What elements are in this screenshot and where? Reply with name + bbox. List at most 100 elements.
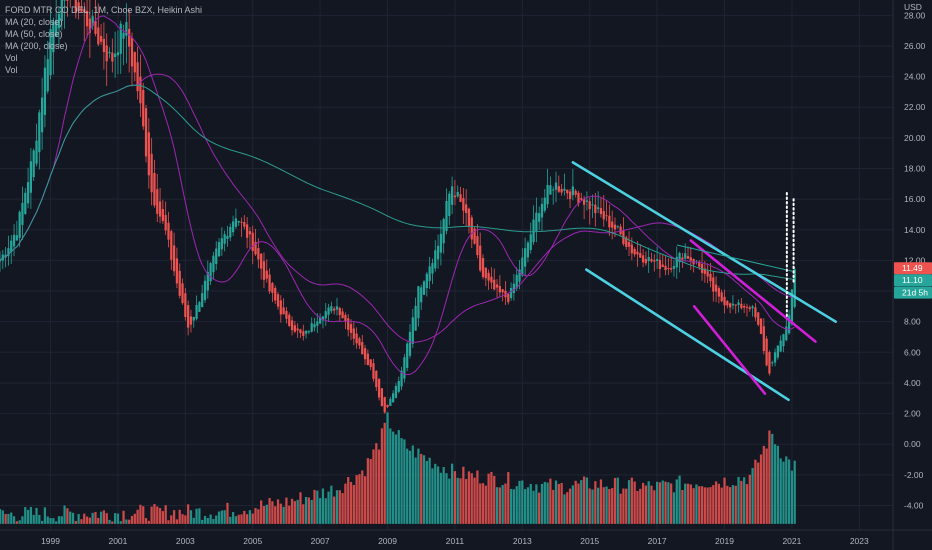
volume-bar <box>476 470 479 524</box>
volume-bar <box>633 481 636 524</box>
volume-bar <box>726 485 729 524</box>
candle-body <box>420 287 423 303</box>
legend-ma200[interactable]: MA (200, close) <box>5 41 68 51</box>
volume-bar <box>55 521 58 524</box>
candle-body <box>594 204 597 214</box>
volume-bar <box>293 501 296 524</box>
candle-body <box>187 305 190 328</box>
volume-bar <box>316 490 319 524</box>
candle-body <box>282 307 285 315</box>
candle-body <box>349 324 353 333</box>
legend-vol-1[interactable]: Vol <box>5 53 18 63</box>
time-axis[interactable]: 1999 2001 2003 2005 2007 2009 2011 2013 2015 2017… <box>41 536 869 546</box>
candle-body <box>24 192 27 214</box>
volume-bar <box>436 466 440 524</box>
candle-body <box>136 62 139 92</box>
candle-body <box>706 271 709 277</box>
volume-bar <box>133 513 136 524</box>
candle-body <box>521 257 524 276</box>
candle-body <box>139 76 142 104</box>
volume-bar <box>571 485 574 524</box>
volume-bar <box>71 512 75 524</box>
volume-bar <box>349 481 353 524</box>
candle-body <box>167 222 170 240</box>
legend-ma20[interactable]: MA (20, close) <box>5 17 63 27</box>
candle-body <box>203 280 207 301</box>
candle-body <box>787 315 791 334</box>
candle-body <box>487 272 490 281</box>
price-tag-box <box>894 286 932 299</box>
candle-body <box>776 345 779 358</box>
volume-bar <box>116 513 120 524</box>
volume-bar <box>748 474 751 524</box>
time-tick-label: 2009 <box>378 536 397 546</box>
volume-bar <box>7 513 10 524</box>
volume-bar <box>201 519 204 524</box>
volume-bar <box>453 471 457 524</box>
volume-bar <box>229 516 232 524</box>
volume-bar <box>720 487 723 524</box>
ma200-line <box>0 84 795 280</box>
symbol-title[interactable]: FORD MTR CO DEL, 1M, Cboe BZX, Heikin As… <box>5 5 203 15</box>
candle-body <box>105 45 108 62</box>
volume-bar <box>0 509 2 524</box>
candle-body <box>448 193 451 217</box>
candle-body <box>720 292 723 302</box>
volume-bar <box>212 519 215 524</box>
volume-bar <box>397 430 400 524</box>
volume-bar <box>268 497 271 524</box>
candle-body <box>734 304 737 306</box>
price-tick-label: 8.00 <box>904 317 921 327</box>
legend-vol-2[interactable]: Vol <box>5 65 18 75</box>
volume-bar <box>139 504 142 524</box>
candle-body <box>355 333 358 344</box>
volume-bar <box>532 490 535 524</box>
candle-body <box>313 324 316 328</box>
volume-bar <box>560 482 563 524</box>
volume-bar <box>698 486 701 524</box>
candle-body <box>83 9 86 13</box>
volume-bar <box>192 517 195 524</box>
candle-body <box>524 248 527 267</box>
candle-body <box>128 28 131 47</box>
volume-bar <box>63 505 66 524</box>
candle-body <box>372 363 375 379</box>
candle-body <box>130 37 134 67</box>
volume-bar <box>363 476 367 524</box>
candle-body <box>161 209 164 221</box>
volume-bar <box>420 453 423 524</box>
volume-bar <box>650 485 653 524</box>
volume-bar <box>251 513 254 524</box>
volume-bar <box>234 516 238 524</box>
legend-ma50[interactable]: MA (50, close) <box>5 29 63 39</box>
candle-body <box>773 352 777 363</box>
candle-body <box>425 273 428 289</box>
volume-bar <box>369 459 372 524</box>
candle-body <box>602 211 605 220</box>
candle-body <box>658 260 662 269</box>
candle-body <box>288 314 291 326</box>
trend-line-4 <box>676 244 793 272</box>
candle-body <box>580 198 583 200</box>
volume-bar <box>425 460 428 524</box>
volume-bar <box>184 515 187 524</box>
volume-bar <box>15 521 18 524</box>
volume-bar <box>32 514 35 524</box>
candle-body <box>7 248 10 257</box>
candle-body <box>206 272 209 291</box>
candle-body <box>698 261 701 267</box>
volume-bar <box>142 506 145 524</box>
trend-drawings[interactable] <box>571 161 838 402</box>
candle-body <box>476 236 479 256</box>
candle-body <box>102 38 106 53</box>
volume-bar <box>181 514 184 524</box>
candle-body <box>276 294 280 307</box>
candle-body <box>625 237 628 247</box>
candle-body <box>335 306 339 310</box>
candle-body <box>26 182 30 204</box>
volume-bar <box>675 479 678 524</box>
candle-body <box>582 198 586 205</box>
volume-bar <box>434 463 437 524</box>
candle-body <box>302 331 305 336</box>
